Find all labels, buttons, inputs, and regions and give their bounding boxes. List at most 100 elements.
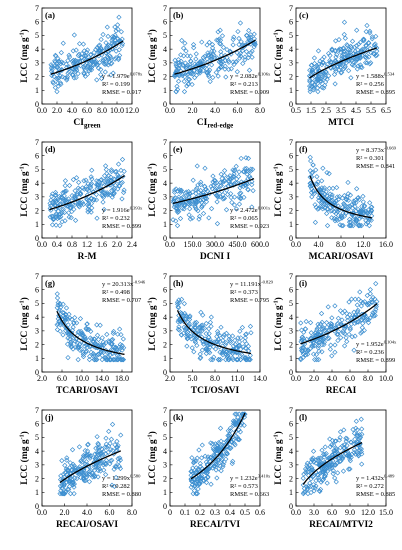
data-point — [324, 223, 331, 229]
data-point — [374, 52, 380, 58]
y-tick-label: 2 — [289, 474, 293, 483]
data-point — [229, 333, 236, 339]
data-point — [52, 192, 58, 199]
data-point — [99, 192, 105, 198]
x-tick-label: 6.0 — [327, 508, 337, 517]
data-point — [339, 223, 345, 229]
x-tick-label: 14.0 — [253, 374, 267, 383]
data-point — [343, 60, 349, 66]
y-tick-label: 2 — [35, 474, 39, 483]
data-point — [189, 345, 195, 351]
data-point — [62, 317, 69, 323]
x-axis-label: MTCI — [328, 118, 354, 128]
data-point — [348, 296, 355, 302]
data-point — [62, 178, 69, 184]
data-point — [214, 37, 220, 43]
y-tick-label: 5 — [35, 31, 39, 40]
data-point — [181, 203, 188, 209]
data-point — [213, 192, 220, 199]
data-point — [232, 411, 238, 417]
data-point — [75, 344, 81, 350]
data-point — [87, 335, 94, 341]
data-point — [208, 183, 214, 189]
r-squared: R² = 0.236 — [356, 349, 385, 356]
data-point — [363, 208, 369, 214]
data-point — [230, 458, 236, 464]
data-point — [246, 27, 252, 34]
data-point — [103, 457, 109, 463]
x-tick-label: 15.0 — [379, 508, 393, 517]
x-tick-label: 2.0 — [52, 106, 62, 115]
x-axis-label: CIgreen — [73, 118, 100, 130]
data-point — [209, 441, 216, 447]
data-point — [69, 208, 75, 215]
data-point — [309, 467, 316, 473]
rmse: RMSE = 0.895 — [356, 89, 395, 96]
data-point — [118, 29, 124, 35]
data-point — [340, 210, 346, 216]
data-point — [73, 175, 80, 181]
x-tick-label: 10.0 — [75, 374, 89, 383]
data-point — [172, 187, 178, 193]
data-point — [82, 334, 88, 340]
data-point — [108, 341, 115, 347]
data-point — [80, 41, 87, 47]
panel-c: 0 1 2 3 4 5 6 7 0.5 1.5 2.5 3.5 4.5 5.5 6.5 MTCI LCC (mg… — [273, 4, 395, 128]
data-point — [58, 81, 64, 87]
data-point — [94, 77, 100, 83]
y-tick-label: 3 — [289, 193, 293, 202]
data-point — [106, 428, 112, 434]
data-point — [243, 331, 249, 338]
data-point — [67, 491, 74, 497]
data-point — [84, 448, 91, 454]
data-point — [65, 354, 71, 361]
data-point — [348, 75, 354, 81]
data-point — [308, 189, 315, 196]
data-point — [221, 440, 227, 446]
data-point — [115, 26, 121, 33]
y-tick-label: 1 — [163, 220, 167, 229]
y-tick-label: 6 — [289, 420, 293, 429]
data-point — [354, 66, 360, 72]
data-point — [110, 447, 116, 453]
x-tick-label: 2.5 — [321, 106, 331, 115]
data-point — [80, 333, 86, 339]
data-point — [237, 328, 243, 334]
y-tick-label: 6 — [289, 18, 293, 27]
data-point — [299, 334, 306, 340]
data-point — [330, 468, 337, 474]
data-point — [197, 351, 203, 357]
data-point — [365, 319, 372, 326]
data-point — [249, 204, 255, 210]
data-point — [217, 41, 223, 47]
y-tick-label: 4 — [35, 447, 39, 456]
data-point — [229, 199, 235, 206]
data-point — [172, 202, 178, 208]
data-point — [178, 58, 184, 65]
data-point — [184, 343, 190, 349]
y-tick-label: 5 — [163, 299, 167, 308]
data-point — [241, 194, 247, 201]
data-point — [180, 45, 187, 51]
data-point — [189, 455, 195, 461]
data-point — [196, 213, 203, 220]
data-point — [98, 36, 104, 43]
y-tick-label: 1 — [163, 86, 167, 95]
x-tick-label: 8.0 — [363, 374, 373, 383]
x-tick-label: 5.5 — [366, 106, 376, 115]
data-point — [68, 341, 74, 347]
data-point — [221, 332, 227, 338]
data-point — [335, 337, 341, 344]
scatter-points — [298, 280, 380, 363]
data-point — [358, 64, 364, 70]
data-point — [359, 461, 365, 467]
data-point — [89, 167, 95, 173]
data-point — [86, 207, 92, 214]
data-point — [236, 169, 242, 175]
data-point — [354, 27, 360, 33]
data-point — [208, 53, 214, 59]
data-point — [98, 66, 104, 73]
data-point — [189, 81, 195, 88]
data-point — [97, 468, 104, 474]
data-point — [249, 54, 255, 60]
